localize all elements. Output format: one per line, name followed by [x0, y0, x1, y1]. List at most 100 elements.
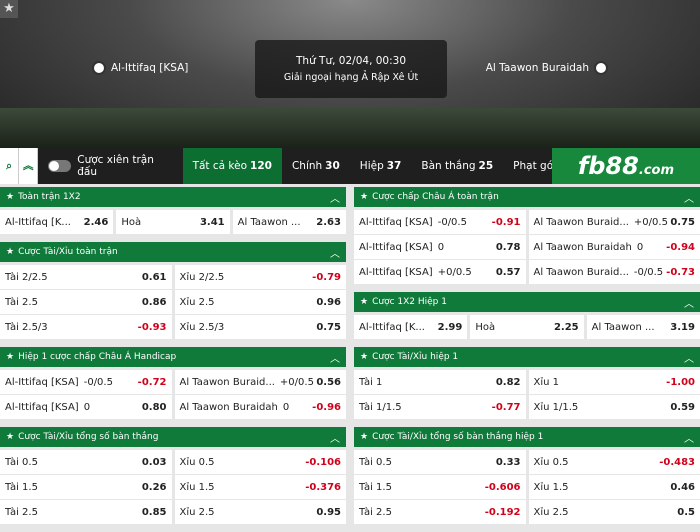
collapse-button[interactable]: ︽	[19, 148, 38, 184]
selection: Xỉu 2.5	[180, 297, 215, 308]
odds-cell[interactable]: Al Taawon Buraid...-0/0.5-0.73	[529, 260, 700, 284]
home-team: Al-Ittifaq [KSA]	[92, 61, 188, 75]
selection: Xỉu 1.5	[180, 482, 215, 493]
market-header[interactable]: ★Cược Tài/Xỉu hiệp 1︿	[354, 347, 700, 367]
odds: 2.46	[84, 217, 109, 228]
market-header[interactable]: ★Cược chấp Châu Á toàn trận︿	[354, 187, 700, 207]
odds: -0.376	[305, 482, 341, 493]
selection: Tài 1.5	[359, 482, 392, 493]
odds-cell[interactable]: Tài 1.5 -0.606	[354, 475, 526, 499]
selection: Xỉu 1	[534, 377, 560, 388]
odds: 0.46	[670, 482, 695, 493]
logo-suffix: .com	[639, 163, 674, 178]
search-button[interactable]: ⌕	[0, 148, 19, 184]
odds: -0.93	[138, 322, 167, 333]
selection: Tài 2.5/3	[5, 322, 48, 333]
market-header[interactable]: ★Cược 1X2 Hiệp 1︿	[354, 292, 700, 312]
odds-cell[interactable]: Xỉu 0.5-0.483	[529, 450, 700, 474]
market-header[interactable]: ★Cược Tài/Xỉu toàn trận︿	[0, 242, 346, 262]
collapse-icon: ︿	[684, 350, 694, 365]
handicap: -0/0.5	[438, 217, 467, 228]
odds-cell[interactable]: Xỉu 1.5 -0.376	[175, 475, 347, 499]
selection: Al Taawon Buraid...	[534, 217, 629, 228]
odds-cell[interactable]: Al-Ittifaq [K...2.99	[354, 315, 467, 339]
tab[interactable]: Phạt góc	[503, 148, 552, 184]
favorite-button[interactable]: ★	[0, 0, 18, 18]
market-panel: ★Cược chấp Châu Á toàn trận︿ Al-Ittifaq […	[354, 187, 700, 284]
odds-cell[interactable]: Xỉu 1-1.00	[529, 370, 700, 394]
odds: -0.94	[666, 242, 695, 253]
odds-cell[interactable]: Al-Ittifaq [KSA]-0/0.5-0.91	[354, 210, 526, 234]
market-header[interactable]: ★Toàn trận 1X2︿	[0, 187, 346, 207]
odds-cell[interactable]: Al Taawon ...3.19	[587, 315, 700, 339]
match-time: Thứ Tư, 02/04, 00:30	[255, 55, 447, 67]
selection: Al Taawon Buraid...	[180, 377, 275, 388]
market-header[interactable]: ★Cược Tài/Xỉu tổng số bàn thắng hiệp 1︿	[354, 427, 700, 447]
ball-icon	[92, 61, 106, 75]
odds: 0.82	[496, 377, 521, 388]
star-icon: ★	[360, 432, 368, 442]
selection: Xỉu 2.5/3	[180, 322, 225, 333]
odds: 3.41	[200, 217, 225, 228]
odds-cell[interactable]: Tài 1/1.5-0.77	[354, 395, 526, 419]
selection: Tài 0.5	[359, 457, 392, 468]
selection: Al-Ittifaq [KSA]	[359, 217, 433, 228]
tab-label: Chính	[292, 160, 322, 172]
star-icon: ★	[360, 297, 368, 307]
handicap: 0	[438, 242, 444, 253]
market-title: Hiệp 1 cược chấp Châu Á Handicap	[18, 352, 176, 362]
odds-cell[interactable]: Xỉu 0.5-0.106	[175, 450, 347, 474]
odds-cell[interactable]: Tài 2.5/3 -0.93	[0, 315, 172, 339]
odds: -0.606	[485, 482, 521, 493]
market-header[interactable]: ★Hiệp 1 cược chấp Châu Á Handicap︿	[0, 347, 346, 367]
parlay-toggle[interactable]	[48, 160, 71, 172]
odds-cell[interactable]: Xỉu 2/2.5-0.79	[175, 265, 347, 289]
market-title: Cược Tài/Xỉu tổng số bàn thắng hiệp 1	[372, 432, 543, 442]
odds-cell[interactable]: Al-Ittifaq [KSA]-0/0.5-0.72	[0, 370, 172, 394]
tab-label: Bàn thắng	[421, 160, 475, 172]
collapse-icon: ︿	[330, 190, 340, 205]
match-header: ★ Al-Ittifaq [KSA] Al Taawon Buraidah Th…	[0, 0, 700, 148]
odds-cell[interactable]: Tài 2.5-0.192	[354, 500, 526, 524]
selection: Al-Ittifaq [K...	[5, 217, 71, 228]
odds-cell[interactable]: Al-Ittifaq [K... 2.46	[0, 210, 113, 234]
market-header[interactable]: ★Cược Tài/Xỉu tổng số bàn thắng︿	[0, 427, 346, 447]
odds: 0.03	[142, 457, 167, 468]
selection: Al-Ittifaq [KSA]	[359, 267, 433, 278]
star-icon: ★	[6, 247, 14, 257]
odds-cell[interactable]: Al Taawon ...2.63	[233, 210, 346, 234]
